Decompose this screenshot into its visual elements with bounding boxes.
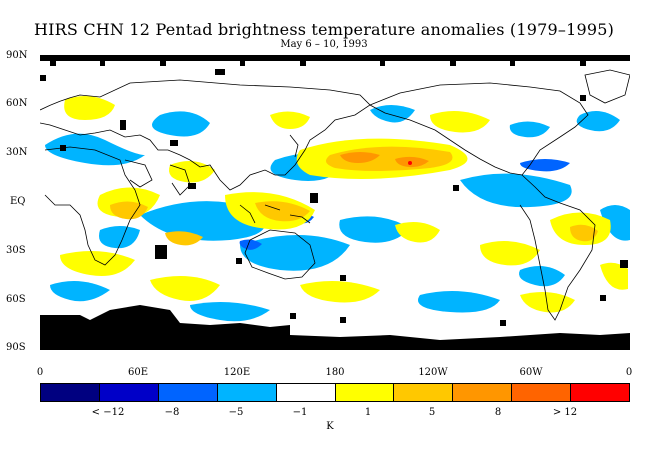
colorbar-segment-7 [453, 384, 513, 401]
colorbar-segment-5 [335, 384, 395, 401]
anomaly-fields [45, 96, 630, 322]
lon-label-120w: 120W [418, 367, 448, 378]
lon-label-0-east: 0 [625, 367, 633, 378]
lat-label-30s: 30S [6, 245, 26, 256]
lon-label-0: 0 [36, 367, 44, 378]
chart-subtitle: May 6 – 10, 1993 [280, 39, 368, 50]
colorbar-segment-3 [217, 384, 277, 401]
lon-label-60w: 60W [519, 367, 543, 378]
colorbar-label-1: 1 [364, 407, 372, 418]
lat-label-30n: 30N [6, 147, 28, 158]
colorbar-segment-2 [158, 384, 218, 401]
colorbar-unit: K [326, 421, 334, 432]
lon-label-60e: 60E [127, 367, 149, 378]
colorbar-segment-4 [276, 384, 336, 401]
colorbar-segment-9 [571, 384, 630, 401]
chart-title: HIRS CHN 12 Pentad brightness temperatur… [33, 20, 615, 39]
colorbar-segment-6 [394, 384, 454, 401]
colorbar [40, 383, 630, 402]
colorbar-label-1-neg: −1 [292, 407, 308, 418]
coastlines [40, 69, 630, 321]
colorbar-label-8-neg: −8 [164, 407, 180, 418]
colorbar-label-gt-12: > 12 [552, 407, 578, 418]
lat-label-60s: 60S [6, 294, 26, 305]
lat-label-90n: 90N [6, 50, 28, 61]
colorbar-label-8: 8 [494, 407, 502, 418]
colorbar-label-lt-12: < −12 [91, 407, 125, 418]
lat-label-eq: EQ [10, 196, 26, 207]
lat-label-90s: 90S [6, 342, 26, 353]
colorbar-segment-8 [512, 384, 572, 401]
missing-data [40, 55, 630, 350]
colorbar-segment-1 [99, 384, 159, 401]
colorbar-label-5-neg: −5 [228, 407, 244, 418]
anomaly-map [40, 55, 630, 350]
lat-label-60n: 60N [6, 98, 28, 109]
lon-label-120e: 120E [223, 367, 251, 378]
colorbar-segment-0 [41, 384, 100, 401]
lon-label-180: 180 [325, 367, 345, 378]
colorbar-label-5: 5 [428, 407, 436, 418]
